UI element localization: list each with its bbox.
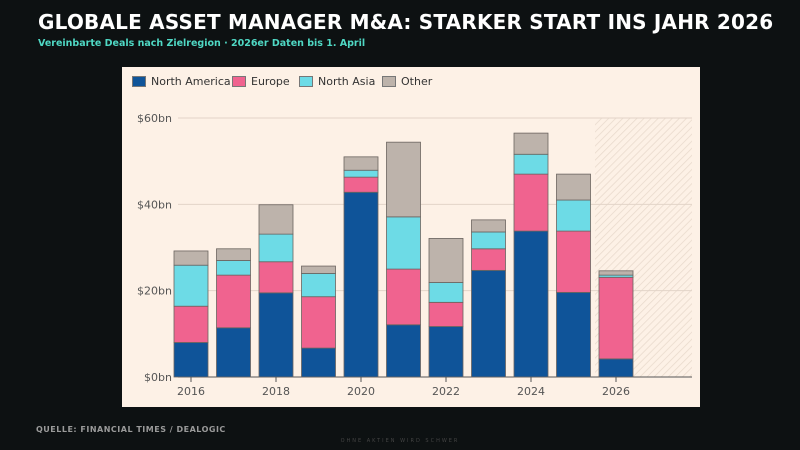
bar-north-america-2019	[301, 347, 336, 378]
y-tick-label: $60bn	[137, 112, 172, 125]
legend-item: North America	[132, 75, 231, 88]
bar-north-asia-2019	[301, 272, 336, 298]
legend-item: Europe	[232, 75, 290, 88]
legend-item: Other	[382, 75, 432, 88]
bar-north-asia-2016	[173, 264, 209, 307]
bar-north-america-2016	[173, 342, 209, 378]
bar-europe-2016	[173, 305, 209, 343]
bar-north-asia-2024	[513, 153, 549, 175]
legend-swatch	[299, 76, 313, 87]
bar-other-2016	[173, 250, 209, 266]
bar-other-2020	[343, 156, 379, 171]
bar-north-asia-2017	[216, 260, 251, 276]
legend-swatch	[232, 76, 246, 87]
bar-europe-2021	[386, 268, 421, 326]
bar-other-2024	[513, 132, 549, 155]
bar-other-2021	[386, 141, 421, 218]
bar-north-america-2022	[428, 326, 464, 378]
chart-panel: North America Europe North Asia Other $0bn $…	[122, 67, 700, 407]
bar-other-2019	[301, 265, 336, 274]
bar-europe-2025	[556, 230, 591, 293]
bar-europe-2024	[513, 173, 549, 232]
x-tick-label: 2022	[432, 385, 460, 398]
bar-north-america-2023	[471, 269, 506, 378]
legend-swatch	[382, 76, 396, 87]
bar-north-america-2026	[598, 358, 634, 378]
x-tick-label: 2020	[347, 385, 375, 398]
x-tick-label: 2024	[517, 385, 545, 398]
x-tick-label: 2026	[602, 385, 630, 398]
bar-north-asia-2018	[258, 233, 294, 263]
bar-europe-2019	[301, 296, 336, 349]
legend-swatch	[132, 76, 146, 87]
bar-other-2026	[598, 270, 634, 276]
bar-north-america-2024	[513, 230, 549, 378]
legend-label: North Asia	[318, 75, 376, 88]
x-tick-label: 2016	[177, 385, 205, 398]
bar-north-asia-2022	[428, 282, 464, 303]
bar-north-america-2020	[343, 191, 379, 378]
bar-other-2022	[428, 238, 464, 283]
stacked-bar-chart: $0bn $20bn $40bn $60bn 2016 2018 2020 2022 2024 2…	[137, 112, 692, 398]
bar-other-2025	[556, 173, 591, 201]
chart-subtitle: Vereinbarte Deals nach Zielregion · 2026…	[38, 38, 366, 49]
y-tick-label: $40bn	[137, 198, 172, 211]
bar-north-america-2018	[258, 292, 294, 378]
legend-label: Europe	[251, 75, 290, 88]
bar-north-asia-2023	[471, 231, 506, 250]
legend-label: North America	[151, 75, 231, 88]
legend-item: North Asia	[299, 75, 375, 88]
bar-europe-2017	[216, 274, 251, 329]
bar-europe-2023	[471, 248, 506, 271]
bar-north-asia-2021	[386, 216, 421, 270]
bar-north-asia-2020	[343, 169, 379, 178]
footer-text: OHNE AKTIEN WIRD SCHWER	[340, 438, 460, 444]
bar-europe-2026	[598, 276, 634, 360]
y-tick-label: $20bn	[137, 285, 172, 298]
bar-north-asia-2025	[556, 199, 591, 232]
bar-other-2023	[471, 219, 506, 233]
bar-europe-2018	[258, 261, 294, 294]
chart-title: GLOBALE ASSET MANAGER M&A: STARKER START…	[38, 10, 774, 34]
source-note: QUELLE: FINANCIAL TIMES / DEALOGIC	[36, 425, 226, 434]
x-tick-label: 2018	[262, 385, 290, 398]
bar-north-america-2025	[556, 291, 591, 378]
bar-other-2017	[216, 248, 251, 261]
bar-europe-2022	[428, 301, 464, 327]
bar-europe-2020	[343, 176, 379, 193]
bar-north-america-2017	[216, 327, 251, 378]
y-tick-label: $0bn	[144, 371, 172, 384]
legend-label: Other	[401, 75, 433, 88]
bar-other-2018	[258, 204, 294, 235]
bar-north-america-2021	[386, 324, 421, 378]
